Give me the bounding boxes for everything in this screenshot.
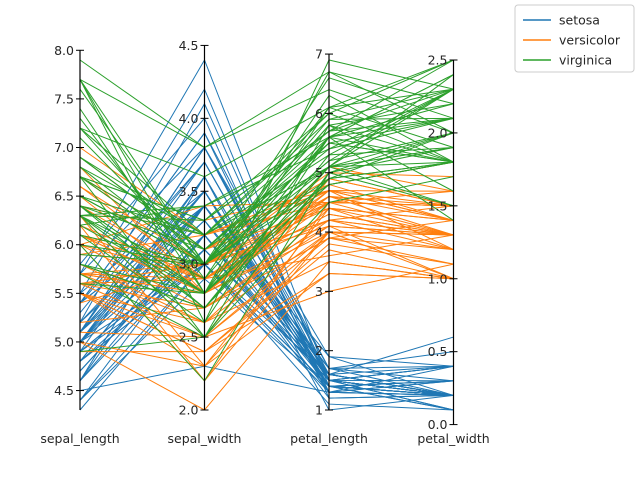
virginica-line-38	[79, 142, 454, 251]
virginica-line-39	[79, 161, 454, 265]
tick-label-sepal_length-7: 8.0	[54, 43, 74, 58]
axis-sepal_width: 2.0 2.5 3.0 3.5 4.0 4.5 sepal_width	[168, 38, 242, 446]
tick-label-sepal_width-1: 2.5	[179, 330, 199, 345]
virginica-line-30	[79, 124, 454, 265]
tick-label-petal_length-6: 7	[315, 47, 323, 62]
virginica-line-36	[79, 79, 454, 266]
virginica-line-48	[79, 132, 454, 265]
tick-label-sepal_length-5: 7.0	[54, 140, 74, 155]
tick-label-petal_width-4: 2.0	[428, 125, 448, 140]
tick-label-sepal_length-3: 6.0	[54, 237, 74, 252]
series-lines	[79, 58, 454, 411]
legend: setosa versicolor virginica	[514, 4, 635, 73]
virginica-line-18	[79, 71, 454, 149]
tick-label-sepal_length-1: 5.0	[54, 334, 74, 349]
tick-label-sepal_width-2: 3.0	[179, 257, 199, 272]
versicolor-line-48	[79, 213, 454, 280]
versicolor-line-49	[79, 263, 454, 338]
setosa-line-49	[79, 161, 454, 396]
tick-label-sepal_width-3: 3.5	[179, 184, 199, 199]
legend-box	[514, 4, 635, 73]
setosa-line-44	[79, 190, 454, 375]
tick-label-sepal_length-6: 7.5	[54, 91, 74, 106]
tick-label-petal_width-2: 1.0	[428, 271, 448, 286]
axis-label-petal_width: petal_width	[417, 431, 489, 446]
virginica-line-42	[79, 88, 454, 251]
virginica-line-12	[79, 147, 454, 309]
versicolor-line-32	[79, 249, 454, 353]
versicolor-line-50	[79, 225, 454, 294]
setosa-line-43	[79, 234, 454, 401]
virginica-line-10	[79, 59, 454, 178]
virginica-line-47	[79, 147, 454, 338]
tick-label-petal_length-2: 3	[315, 284, 323, 299]
virginica-line-49	[79, 88, 454, 226]
virginica-line-23	[79, 71, 454, 295]
virginica-line-35	[79, 136, 454, 324]
virginica-line-41	[79, 74, 454, 251]
versicolor-line-30	[79, 261, 454, 324]
tick-label-sepal_width-4: 4.0	[179, 111, 199, 126]
setosa-line-14	[79, 263, 454, 411]
tick-label-sepal_width-5: 4.5	[179, 38, 199, 53]
versicolor-line-40	[79, 231, 454, 338]
legend-label-virginica: virginica	[559, 53, 612, 68]
versicolor-line-41	[79, 207, 454, 324]
tick-label-petal_length-3: 4	[315, 225, 323, 240]
versicolor-line-46	[79, 219, 454, 275]
setosa-line-47	[79, 146, 454, 396]
tick-label-sepal_length-0: 4.5	[54, 383, 74, 398]
axis-label-sepal_length: sepal_length	[40, 431, 119, 446]
legend-label-versicolor: versicolor	[559, 33, 621, 48]
series-virginica	[79, 59, 454, 382]
tick-label-sepal_length-4: 6.5	[54, 189, 74, 204]
tick-label-petal_length-0: 1	[315, 403, 323, 418]
tick-label-petal_length-4: 5	[315, 165, 323, 180]
tick-label-sepal_width-0: 2.0	[179, 403, 199, 418]
setosa-line-42	[79, 365, 454, 393]
tick-label-sepal_length-2: 5.5	[54, 286, 74, 301]
legend-label-setosa: setosa	[559, 13, 600, 28]
axis-label-petal_length: petal_length	[290, 431, 368, 446]
versicolor-line-38	[79, 207, 454, 368]
tick-label-petal_width-1: 0.5	[428, 344, 448, 359]
axes: 4.55.05.56.06.57.07.58.0sepal_length2.02…	[40, 38, 489, 446]
virginica-line-50	[79, 161, 454, 265]
virginica-line-22	[79, 132, 454, 294]
virginica-line-26	[79, 112, 454, 236]
virginica-line-20	[79, 172, 454, 382]
tick-label-petal_length-1: 2	[315, 343, 323, 358]
axis-sepal_length: 4.5 5.0 5.5 6.0 6.5 7.0 7.5 8.0 sepal_length	[40, 43, 119, 446]
tick-label-petal_width-5: 2.5	[428, 53, 448, 68]
axis-petal_width: 0.0 0.5 1.0 1.5 2.0 2.5 petal_width	[417, 53, 489, 447]
virginica-line-32	[79, 59, 454, 149]
virginica-line-43	[79, 147, 454, 309]
tick-label-petal_length-5: 6	[315, 106, 323, 121]
versicolor-line-44	[79, 273, 454, 367]
axis-petal_length: 1 2 3 4 5 6 7 petal_length	[290, 47, 368, 446]
tick-label-petal_width-0: 0.0	[428, 417, 448, 432]
axis-label-sepal_width: sepal_width	[168, 431, 242, 446]
tick-label-petal_width-3: 1.5	[428, 198, 448, 213]
virginica-line-1	[79, 59, 454, 221]
virginica-line-45	[79, 59, 454, 221]
